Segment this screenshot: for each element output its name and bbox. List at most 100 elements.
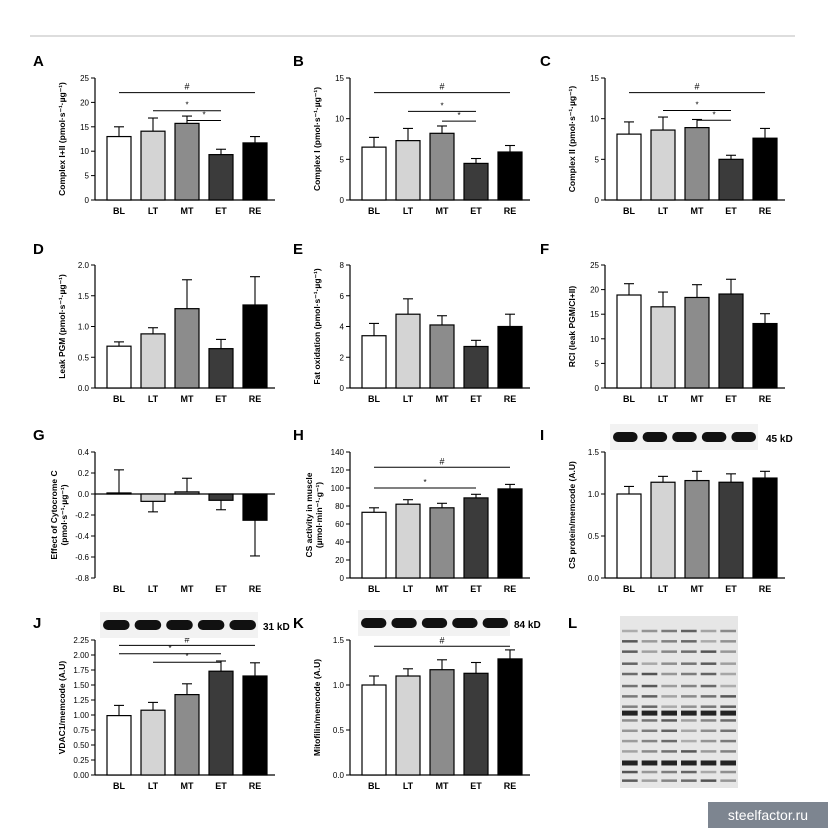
gel-band: [720, 662, 736, 665]
gel-band: [700, 779, 717, 782]
x-tick-label-re: RE: [249, 781, 262, 791]
x-tick-label-re: RE: [759, 584, 772, 594]
x-tick-label-bl: BL: [368, 781, 380, 791]
panel-b: B 0 5 10 15 Complex I (pmol·s⁻¹·µg⁻¹) BL LT MT ET…: [293, 53, 530, 216]
gel-band: [681, 662, 697, 665]
y-tick-label: 1.0: [78, 323, 90, 332]
blot-band: [731, 432, 756, 442]
significance-hash: #: [439, 456, 444, 466]
x-tick-label-et: ET: [470, 584, 482, 594]
gel-band: [622, 719, 638, 722]
gel-band: [720, 760, 736, 766]
panel-g: G -0.8 -0.6 -0.4 -0.2 0.0 0.2 0.4 Effect of Cyto…: [33, 427, 275, 594]
gel-band: [622, 750, 638, 753]
x-tick-label-bl: BL: [623, 394, 635, 404]
x-tick-label-et: ET: [725, 206, 737, 216]
bar-bl: [616, 133, 642, 201]
y-tick-label: 0: [340, 384, 345, 393]
panel-letter-l: L: [568, 615, 577, 632]
y-tick-label: 80: [335, 502, 344, 511]
bar-lt: [395, 140, 421, 201]
blot-band: [229, 620, 256, 630]
gel-band: [720, 779, 736, 782]
y-tick-label: 20: [335, 556, 344, 565]
gel-band: [641, 779, 658, 782]
y-axis-label: RCI (leak PGM/CI+II): [567, 286, 577, 368]
bar-re: [752, 137, 778, 201]
gel-band: [681, 695, 697, 698]
y-tick-label: 1.50: [73, 681, 89, 690]
significance-star: *: [423, 478, 426, 487]
blot-size-label: 45 kD: [766, 434, 793, 445]
gel-band: [641, 750, 658, 753]
gel-band: [622, 760, 638, 766]
x-tick-label-bl: BL: [113, 584, 125, 594]
gel-band: [641, 729, 658, 733]
bar-mt: [174, 122, 200, 201]
bar-et: [463, 497, 489, 579]
bar-et: [718, 481, 744, 579]
x-tick-label-lt: LT: [403, 584, 414, 594]
y-tick-label: 1.00: [73, 711, 89, 720]
bar-bl: [106, 135, 132, 201]
gel-band: [661, 770, 677, 774]
gel-band: [622, 695, 638, 698]
bar-et: [463, 672, 489, 776]
y-tick-label: 15: [80, 123, 89, 132]
bar-bl: [106, 345, 132, 389]
bar-re: [497, 325, 523, 389]
gel-band: [700, 705, 717, 708]
x-tick-label-mt: MT: [181, 781, 194, 791]
y-tick-label: 10: [590, 115, 599, 124]
significance-hash: #: [439, 635, 444, 645]
y-tick-label: 5: [85, 172, 90, 181]
x-tick-label-bl: BL: [368, 206, 380, 216]
x-tick-label-bl: BL: [113, 781, 125, 791]
gel-band: [641, 710, 658, 716]
x-tick-label-mt: MT: [436, 206, 449, 216]
x-tick-label-re: RE: [759, 394, 772, 404]
blot-band: [134, 620, 162, 630]
x-tick-label-re: RE: [504, 206, 517, 216]
gel-band: [700, 719, 717, 722]
gel-band: [622, 710, 638, 716]
blot-band: [701, 432, 727, 442]
bar-bl: [616, 294, 642, 389]
gel-band: [681, 739, 697, 743]
x-tick-label-lt: LT: [148, 394, 159, 404]
bar-re: [497, 488, 523, 579]
gel-band: [641, 662, 658, 665]
panel-letter-h: H: [293, 427, 304, 444]
bar-bl: [361, 511, 387, 579]
bar-mt: [684, 127, 710, 201]
y-tick-label: 0.25: [73, 756, 89, 765]
y-tick-label: 0: [340, 574, 345, 583]
gel-band: [681, 750, 697, 753]
y-axis-label: Leak PGM (pmol·s⁻¹·µg⁻¹): [57, 274, 67, 379]
y-tick-label: 10: [80, 147, 89, 156]
y-tick-label: 0.5: [588, 532, 600, 541]
bar-lt: [395, 503, 421, 579]
gel-band: [661, 760, 677, 766]
gel-band: [622, 739, 638, 743]
gel-band: [622, 650, 638, 653]
x-tick-label-re: RE: [504, 781, 517, 791]
x-tick-label-et: ET: [215, 206, 227, 216]
gel-band: [661, 779, 677, 782]
panel-letter-g: G: [33, 427, 45, 444]
panel-f: F 0 5 10 15 20 25 RCI (leak PGM/CI+II) BL LT MT ET R…: [540, 241, 785, 404]
x-tick-label-et: ET: [470, 394, 482, 404]
blot-band: [391, 618, 417, 628]
gel-band: [700, 729, 717, 733]
bar-bl: [106, 492, 132, 495]
x-tick-label-et: ET: [470, 781, 482, 791]
x-tick-label-lt: LT: [148, 781, 159, 791]
y-tick-label: -0.6: [75, 553, 89, 562]
y-tick-label: 8: [340, 261, 345, 270]
x-tick-label-mt: MT: [436, 781, 449, 791]
watermark-badge: steelfactor.ru: [708, 802, 828, 828]
gel-band: [720, 695, 736, 698]
gel-band: [641, 629, 658, 633]
y-tick-label: 2.0: [78, 261, 90, 270]
gel-band: [681, 705, 697, 708]
